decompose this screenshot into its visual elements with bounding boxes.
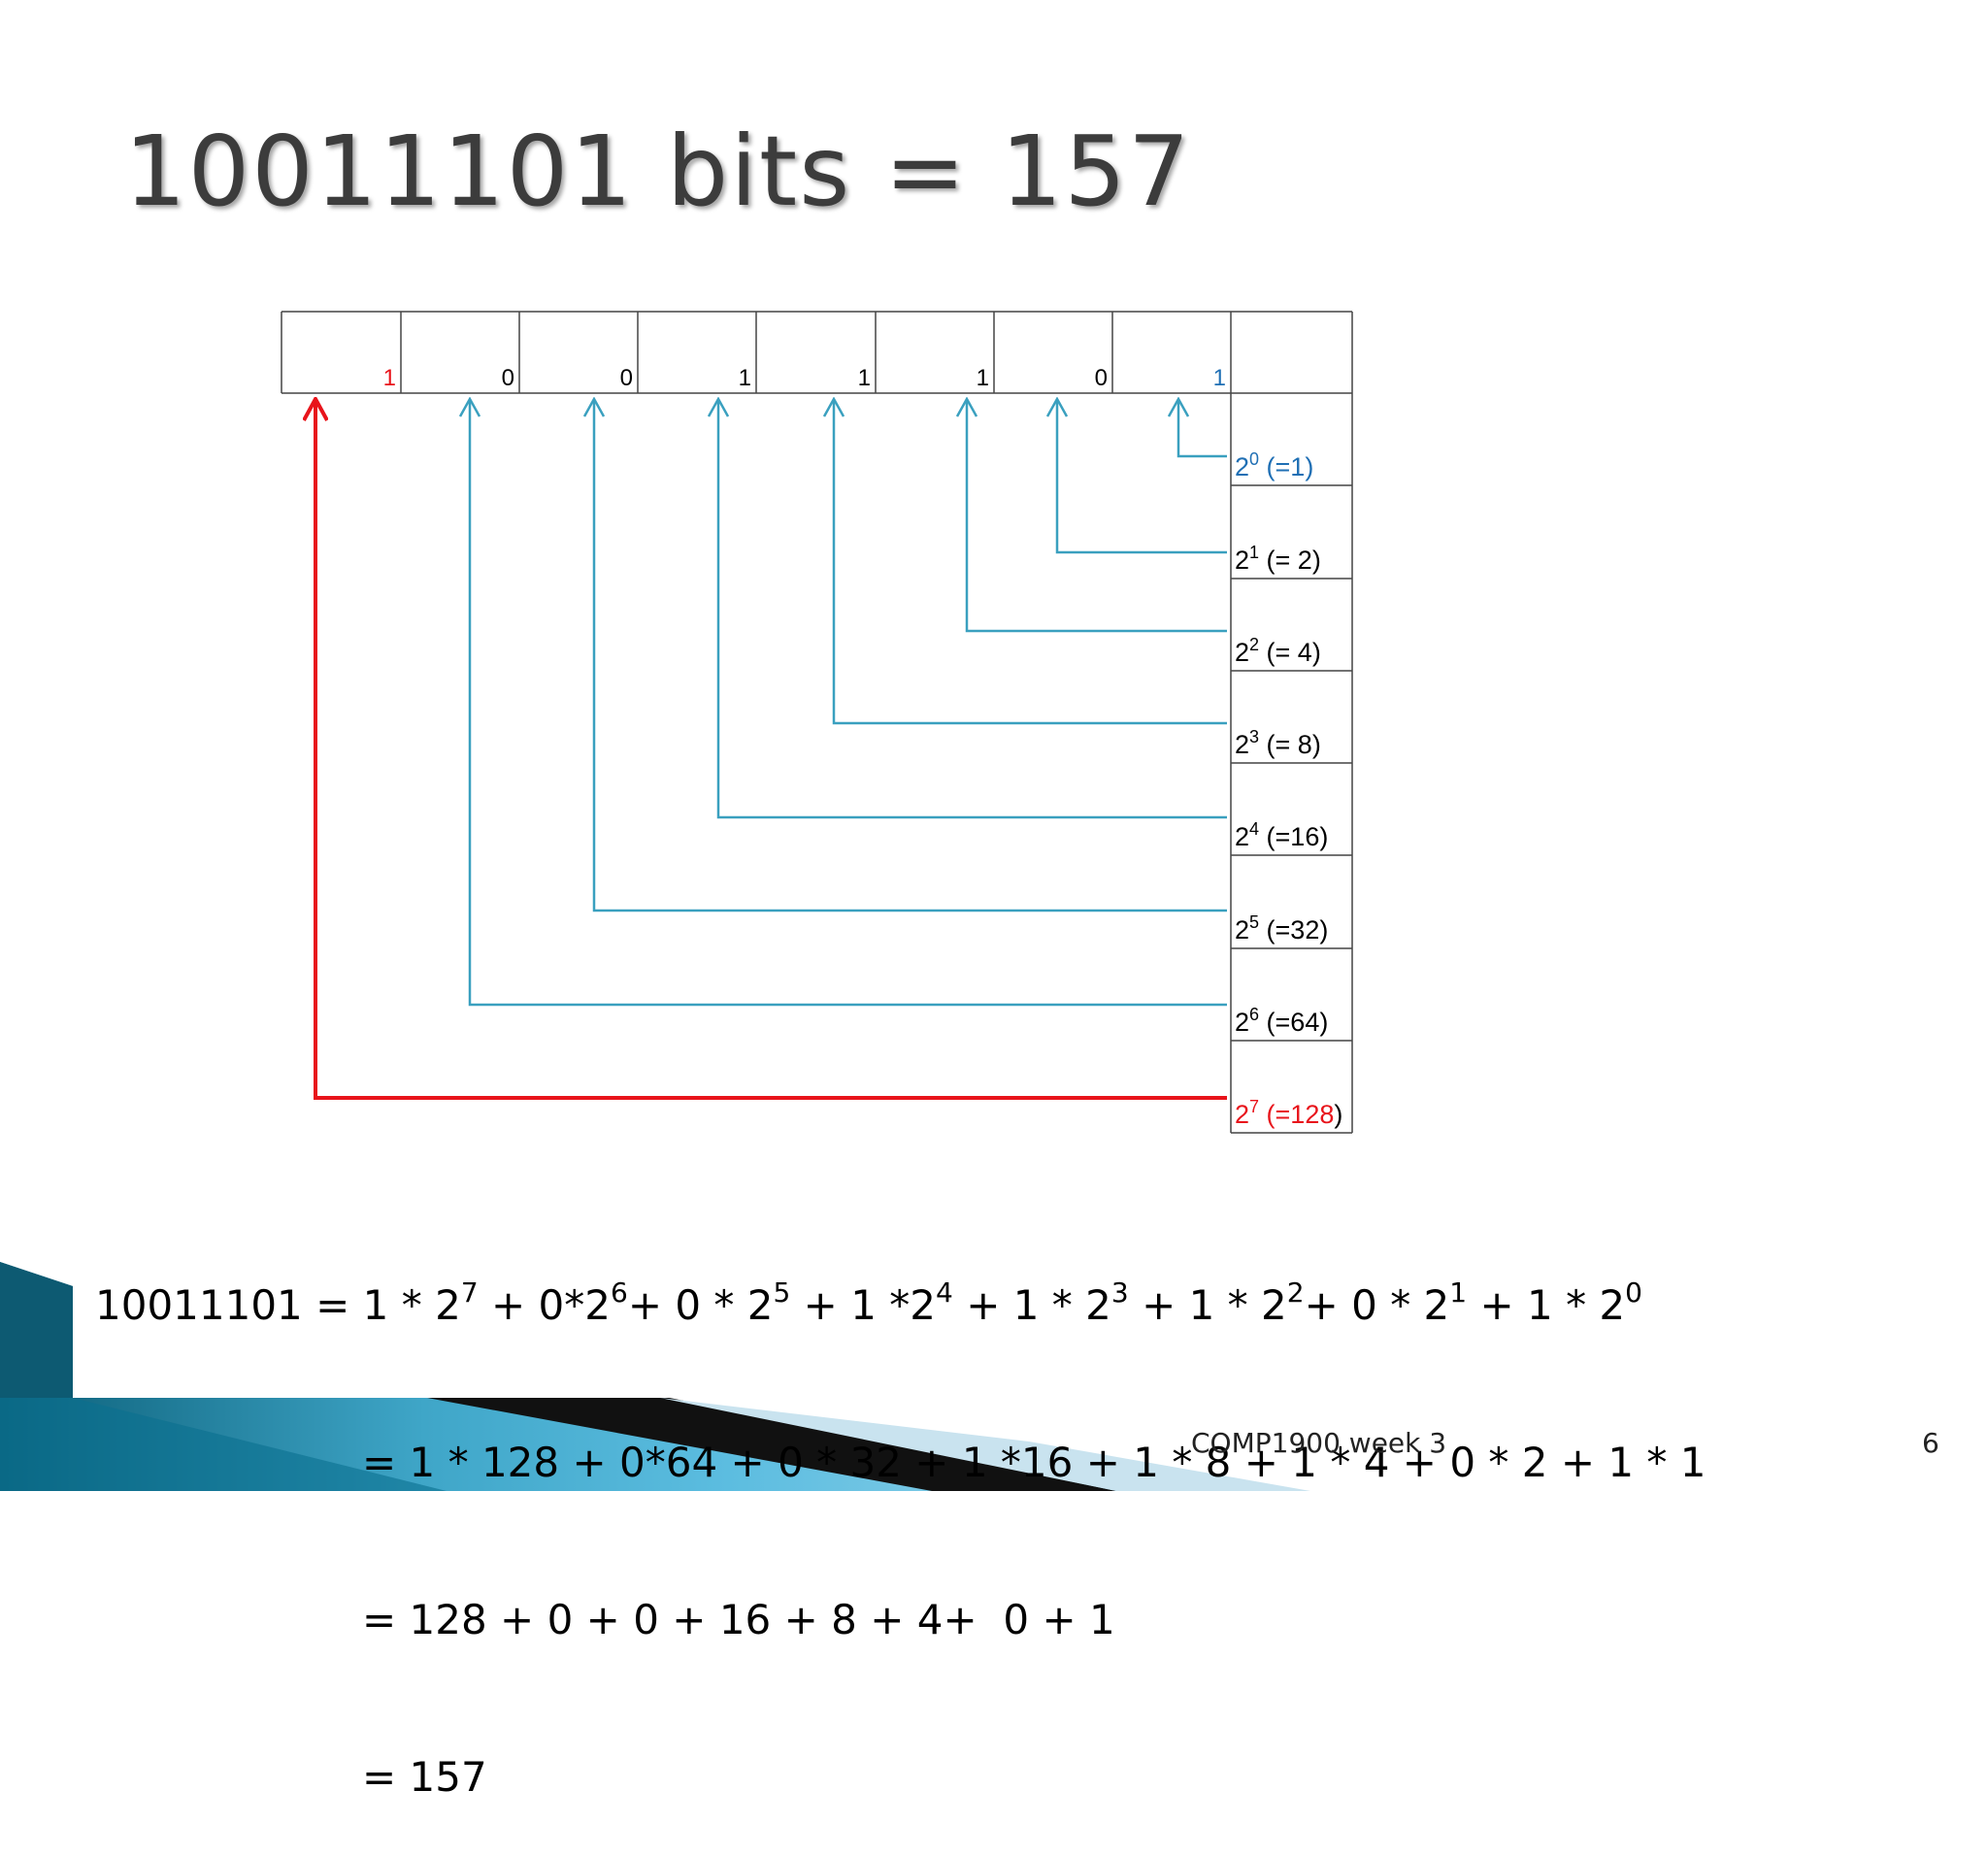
bit-value-4: 1 — [858, 365, 871, 391]
bit-value-5: 1 — [977, 365, 989, 391]
power-label-3: 23 (= 8) — [1235, 727, 1321, 759]
bit-weight-diagram: 1 0 0 1 1 1 0 1 20 (=1) 21 (= 2) 22 (= 4) 23 (= 8)… — [281, 311, 1353, 1134]
weight-arrow-bit-1 — [470, 399, 1227, 1007]
bit-value-0: 1 — [383, 365, 396, 391]
footer-course-label: COMP1900 week 3 — [1191, 1427, 1447, 1459]
weight-connectors — [315, 399, 1227, 1100]
equation-line-1-terms: = 1 * 27 + 0*26+ 0 * 25 + 1 *24 + 1 * 23… — [315, 1279, 1642, 1330]
corner-decoration — [0, 1262, 1310, 1491]
exponent: 4 — [936, 1276, 953, 1309]
equation-line-4: = 157 — [362, 1753, 487, 1801]
exponent: 6 — [610, 1276, 628, 1309]
exponent: 2 — [1286, 1276, 1305, 1309]
exponent: 3 — [1110, 1276, 1129, 1309]
bit-value-3: 1 — [739, 365, 751, 391]
equation-lhs: 10011101 — [95, 1281, 316, 1329]
equation-line-1: 10011101 = 1 * 27 + 0*26+ 0 * 25 + 1 *24… — [95, 1279, 1706, 1332]
power-labels: 20 (=1) 21 (= 2) 22 (= 4) 23 (= 8) 24 (=16) 2… — [1235, 449, 1342, 1129]
msb-weight-arrow — [315, 399, 1227, 1100]
bit-cells: 1 0 0 1 1 1 0 1 — [383, 365, 1226, 391]
slide-number: 6 — [1922, 1427, 1939, 1459]
weight-arrow-bit-6 — [1057, 399, 1227, 554]
equation-term: + 1 *2 — [790, 1281, 937, 1329]
bit-value-6: 0 — [1095, 365, 1108, 391]
power-label-2: 22 (= 4) — [1235, 635, 1321, 667]
bit-value-2: 0 — [620, 365, 633, 391]
exponent: 0 — [1625, 1276, 1642, 1309]
bit-value-1: 0 — [502, 365, 514, 391]
exponent: 5 — [773, 1276, 791, 1309]
bit-value-7: 1 — [1213, 365, 1226, 391]
equation-term: + 1 * 2 — [1467, 1281, 1626, 1329]
weight-arrow-bit-5 — [967, 399, 1227, 633]
conversion-equation: 10011101 = 1 * 27 + 0*26+ 0 * 25 + 1 *24… — [95, 1175, 1706, 1856]
weight-arrow-bit-7 — [1178, 399, 1227, 458]
power-label-0: 20 (=1) — [1235, 449, 1313, 481]
power-label-5: 25 (=32) — [1235, 912, 1328, 945]
equation-term: + 0*2 — [478, 1281, 611, 1329]
equation-term: + 0 * 2 — [627, 1281, 774, 1329]
equation-term: + 1 * 2 — [1128, 1281, 1287, 1329]
equation-term: + 0 * 2 — [1304, 1281, 1450, 1329]
equation-term: + 1 * 2 — [952, 1281, 1111, 1329]
weight-arrow-bit-2 — [594, 399, 1227, 912]
equation-line-3: = 128 + 0 + 0 + 16 + 8 + 4+ 0 + 1 — [362, 1596, 1115, 1643]
exponent: 1 — [1449, 1276, 1468, 1309]
power-label-7: 27 (=128) — [1235, 1097, 1342, 1129]
slide-title: 10011101 bits = 157 — [124, 115, 1192, 228]
power-label-1: 21 (= 2) — [1235, 543, 1321, 575]
equation-term: = 1 * 2 — [315, 1281, 461, 1329]
equation-line-2: = 1 * 128 + 0*64 + 0 * 32 + 1 *16 + 1 * … — [362, 1439, 1706, 1486]
power-label-6: 26 (=64) — [1235, 1005, 1328, 1037]
exponent: 7 — [460, 1276, 479, 1309]
weight-arrow-bit-3 — [718, 399, 1227, 819]
power-label-4: 24 (=16) — [1235, 819, 1328, 851]
weight-arrow-bit-4 — [834, 399, 1227, 725]
bit-table-grid — [281, 311, 1353, 1134]
